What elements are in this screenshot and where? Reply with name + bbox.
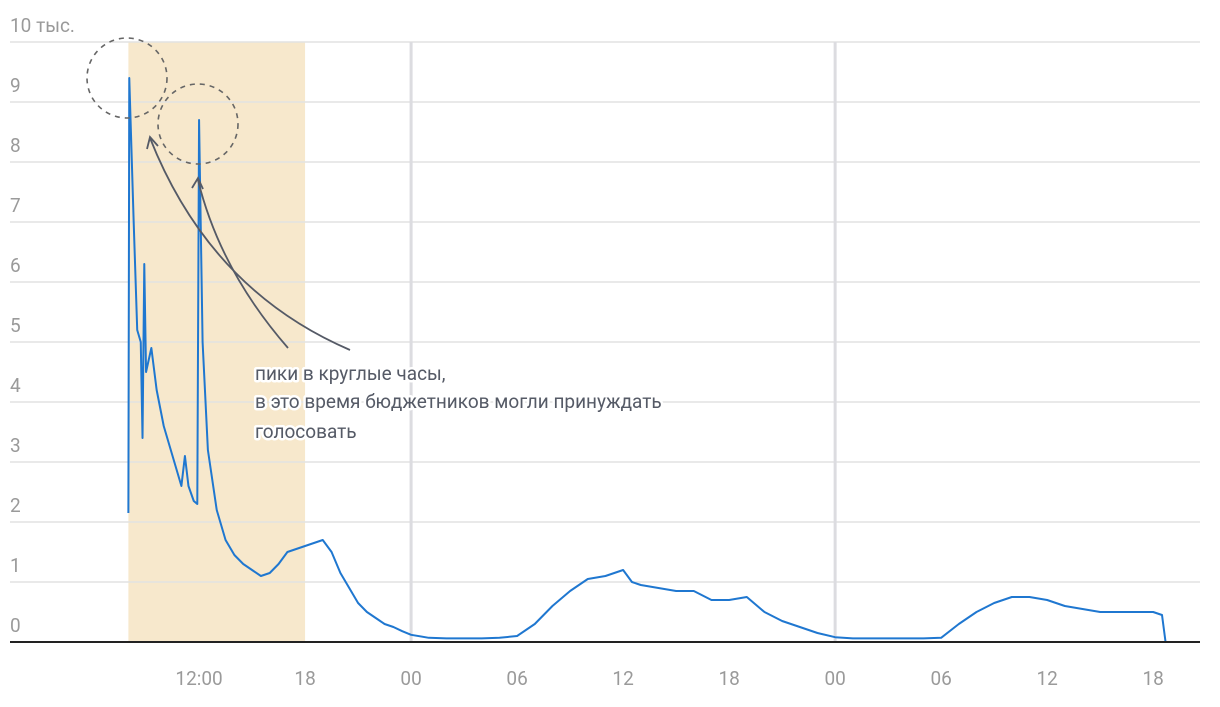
x-tick-label: 18 bbox=[718, 667, 739, 690]
x-tick-label: 18 bbox=[1142, 667, 1163, 690]
annotation: в это время бюджетников могли принуждать bbox=[255, 390, 662, 413]
x-tick-label: 12:00 bbox=[175, 667, 222, 690]
x-tick-label: 00 bbox=[400, 667, 421, 690]
arrow-head bbox=[146, 135, 159, 150]
y-tick-label: 3 bbox=[10, 434, 21, 457]
annotation: голосовать bbox=[255, 420, 357, 443]
y-tick-label: 5 bbox=[10, 314, 21, 337]
data-line bbox=[127, 77, 1167, 643]
y-tick-label: 8 bbox=[10, 134, 21, 157]
y-tick-label: 10 тыс. bbox=[10, 14, 75, 37]
arrow-head bbox=[191, 176, 204, 190]
arrow bbox=[149, 137, 351, 351]
y-tick-label: 4 bbox=[10, 374, 21, 397]
y-tick-label: 2 bbox=[10, 494, 21, 517]
x-tick-label: 12 bbox=[1036, 667, 1057, 690]
y-tick-label: 7 bbox=[10, 194, 21, 217]
x-tick-label: 06 bbox=[506, 667, 527, 690]
x-tick-label: 00 bbox=[824, 667, 845, 690]
x-tick-label: 12 bbox=[612, 667, 633, 690]
y-tick-label: 0 bbox=[10, 614, 21, 637]
y-tick-label: 9 bbox=[10, 74, 21, 97]
y-tick-label: 1 bbox=[10, 554, 21, 577]
x-tick-label: 18 bbox=[294, 667, 315, 690]
highlight-circle bbox=[86, 37, 168, 119]
arrow bbox=[197, 179, 289, 349]
y-tick-label: 6 bbox=[10, 254, 21, 277]
x-tick-label: 06 bbox=[930, 667, 951, 690]
annotation: пики в круглые часы, bbox=[255, 362, 446, 385]
highlight-circle bbox=[157, 83, 239, 165]
